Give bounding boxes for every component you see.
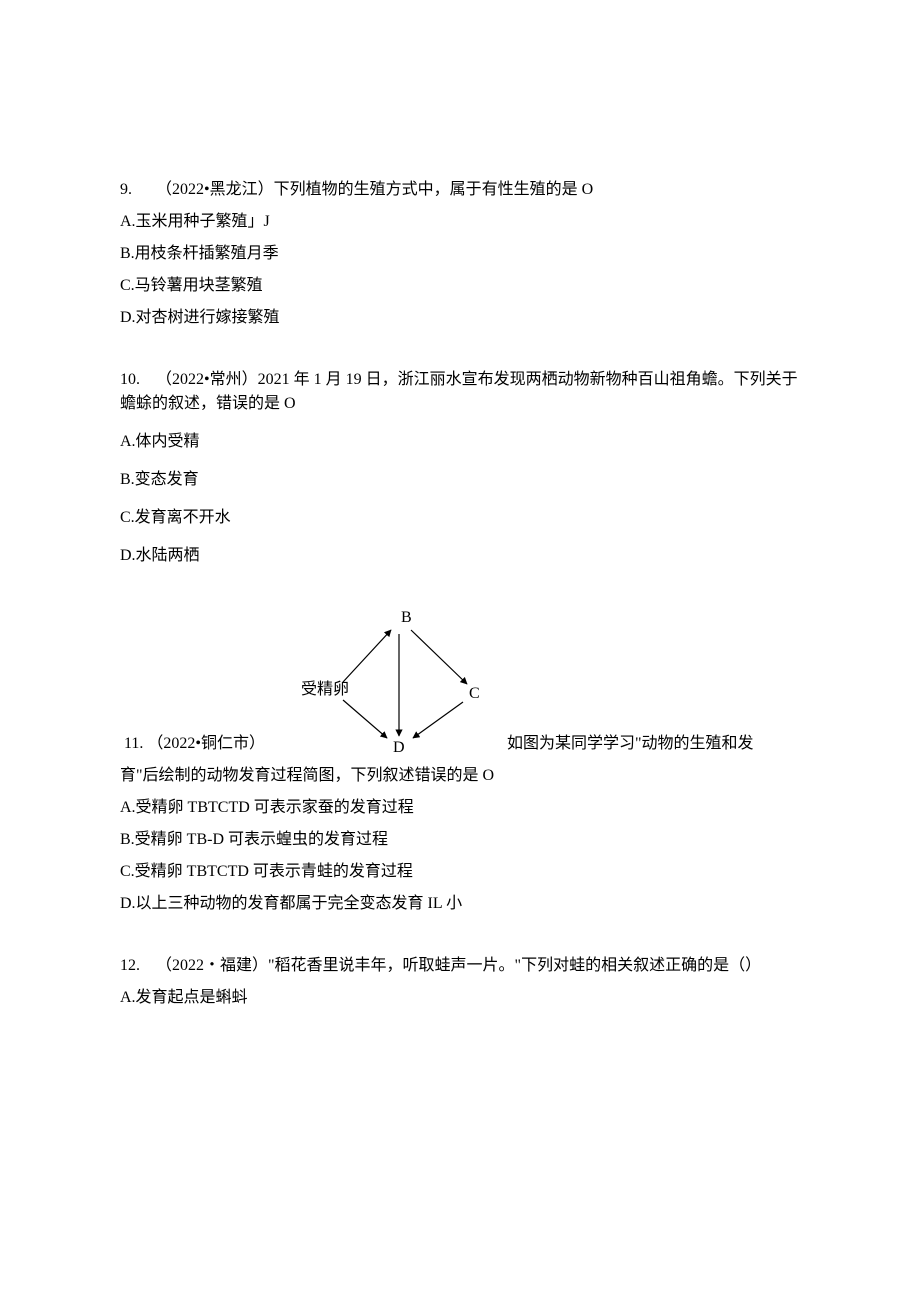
question-12: 12. （2022・福建）"稻花香里说丰年，听取蛙声一片。"下列对蛙的相关叙述正… — [120, 954, 800, 1010]
q9-option-a: A.玉米用种子繁殖」J — [120, 210, 800, 234]
q11-lead-text: （2022•铜仁市） — [147, 735, 265, 752]
page: 9. （2022•黑龙江）下列植物的生殖方式中，属于有性生殖的是 O A.玉米用… — [0, 0, 920, 1301]
q9-number: 9. — [120, 178, 152, 202]
q11-stem-line2: 育"后绘制的动物发育过程简图，下列叙述错误的是 O — [120, 764, 800, 788]
q10-option-d: D.水陆两栖 — [120, 544, 800, 568]
q9-option-b: B.用枝条杆插繁殖月季 — [120, 242, 800, 266]
diagram-edge — [343, 700, 387, 738]
diagram-node-label: C — [469, 685, 480, 702]
q9-option-c: C.马铃薯用块茎繁殖 — [120, 274, 800, 298]
q11-tail-part1: 如图为某同学学习"动物的生殖和发 — [507, 732, 754, 756]
diagram-edge — [343, 630, 391, 682]
q10-stem-text: （2022•常州）2021 年 1 月 19 日，浙江丽水宣布发现两栖动物新物种… — [120, 371, 798, 412]
question-10: 10. （2022•常州）2021 年 1 月 19 日，浙江丽水宣布发现两栖动… — [120, 368, 800, 568]
diagram-node-label: B — [401, 609, 412, 626]
q10-option-a: A.体内受精 — [120, 430, 800, 454]
diagram-node-label: 受精卵 — [301, 680, 349, 698]
q11-number: 11. — [124, 735, 143, 752]
q9-stem-text: （2022•黑龙江）下列植物的生殖方式中，属于有性生殖的是 O — [156, 181, 593, 198]
q11-lead: 11. （2022•铜仁市） — [120, 732, 265, 756]
q11-row: 11. （2022•铜仁市） 受精卵 B C D 如图为某同学学习"动物的生殖和发 — [120, 606, 800, 756]
q11-diagram-svg: 受精卵 B C D — [271, 606, 501, 756]
q10-number: 10. — [120, 368, 152, 392]
q11-diagram: 受精卵 B C D — [271, 606, 501, 756]
q11-option-c: C.受精卵 TBTCTD 可表示青蛙的发育过程 — [120, 860, 800, 884]
q11-option-d: D.以上三种动物的发育都属于完全变态发育 IL 小 — [120, 892, 800, 916]
question-11: 11. （2022•铜仁市） 受精卵 B C D 如图为某同学学习"动物的生殖和发 育… — [120, 606, 800, 916]
q12-stem: 12. （2022・福建）"稻花香里说丰年，听取蛙声一片。"下列对蛙的相关叙述正… — [120, 954, 800, 978]
diagram-node-label: D — [393, 739, 405, 756]
q10-option-c: C.发育离不开水 — [120, 506, 800, 530]
q12-stem-text: （2022・福建）"稻花香里说丰年，听取蛙声一片。"下列对蛙的相关叙述正确的是（… — [156, 957, 761, 974]
q9-stem: 9. （2022•黑龙江）下列植物的生殖方式中，属于有性生殖的是 O — [120, 178, 800, 202]
q12-option-a: A.发育起点是蝌蚪 — [120, 986, 800, 1010]
question-9: 9. （2022•黑龙江）下列植物的生殖方式中，属于有性生殖的是 O A.玉米用… — [120, 178, 800, 330]
q10-option-b: B.变态发育 — [120, 468, 800, 492]
q10-stem: 10. （2022•常州）2021 年 1 月 19 日，浙江丽水宣布发现两栖动… — [120, 368, 800, 416]
q11-option-a: A.受精卵 TBTCTD 可表示家蚕的发育过程 — [120, 796, 800, 820]
q12-number: 12. — [120, 954, 152, 978]
q9-option-d: D.对杏树进行嫁接繁殖 — [120, 306, 800, 330]
diagram-edge — [411, 630, 467, 684]
diagram-edge — [413, 702, 463, 738]
q11-option-b: B.受精卵 TB-D 可表示蝗虫的发育过程 — [120, 828, 800, 852]
